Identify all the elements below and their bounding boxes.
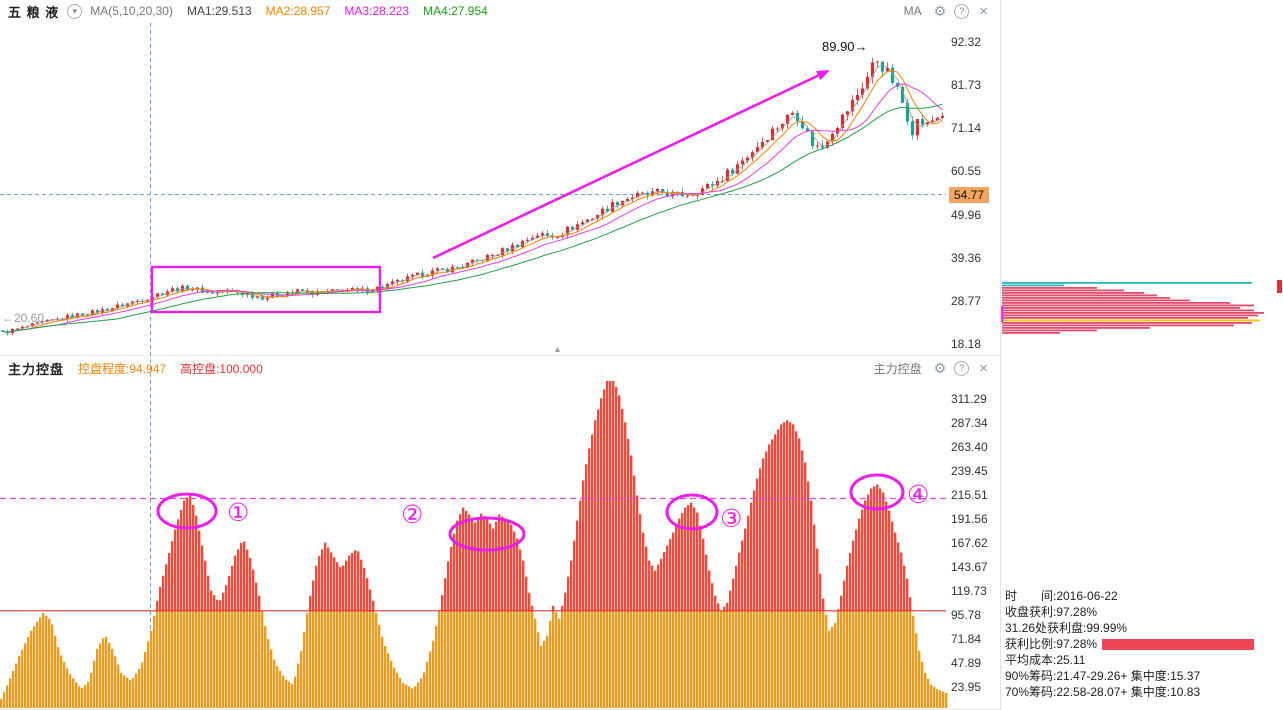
indicator-header: 主力控盘 控盘程度:94.947 高控盘:100.000 主力控盘 ⚙ ? × xyxy=(0,357,1000,379)
circle-number-label: ② xyxy=(401,501,423,529)
indicator-axis-tick: 95.78 xyxy=(951,608,982,622)
indicator-axis-tick: 263.40 xyxy=(951,440,988,454)
indicator-axis-tick: 167.62 xyxy=(951,536,988,550)
help-icon[interactable]: ? xyxy=(954,360,970,376)
peak-price-label: 89.90→ xyxy=(822,39,868,54)
indicator-axis-tick: 311.29 xyxy=(951,392,987,406)
settings-gear-icon[interactable]: ⚙ xyxy=(933,3,947,19)
ma4-value: MA4:27.954 xyxy=(423,4,488,18)
panel-separator xyxy=(0,355,1000,356)
price-axis-tick: 18.18 xyxy=(951,337,982,351)
indicator-lines xyxy=(0,497,946,612)
settings-gear-icon[interactable]: ⚙ xyxy=(933,360,947,376)
stock-name[interactable]: 五 粮 液 xyxy=(8,4,60,20)
price-axis-tick: 81.73 xyxy=(951,78,982,93)
indicator-axis-tick: 191.56 xyxy=(951,512,988,526)
indicator-axis-tick: 23.95 xyxy=(951,680,982,694)
price-axis-tick: 49.96 xyxy=(951,207,982,222)
candlesticks xyxy=(0,57,945,336)
chip-info-avg-cost: 平均成本:25.11 xyxy=(1005,653,1086,667)
indicator-axis-tick: 215.51 xyxy=(951,488,988,502)
panel-divider-handle[interactable]: ▲ xyxy=(553,344,562,354)
chart-area: ① ② ③ ④ 89.90→ ←20.60 五 粮 液 ▾ MA(5,10,20,30) … xyxy=(0,0,1000,710)
price-axis-tick: 28.77 xyxy=(951,293,982,308)
chip-bars xyxy=(1002,282,1264,334)
price-axis-tick: 92.32 xyxy=(951,35,982,49)
circle-number-label: ① xyxy=(227,499,249,527)
chip-info-price-profit: 31.26处获利盘:99.99% xyxy=(1005,621,1128,635)
column-separator xyxy=(1000,0,1001,710)
indicator-axis-tick: 47.89 xyxy=(951,656,982,670)
chip-info-time: 时 间:2016-06-22 xyxy=(1005,589,1118,603)
price-axis-tick: 60.55 xyxy=(951,164,982,179)
low-price-label: ←20.60 xyxy=(2,311,44,325)
profit-ratio-bar xyxy=(1102,638,1255,650)
control-indicator-area xyxy=(0,381,948,708)
indicator-axis-tick: 119.73 xyxy=(951,584,987,598)
indicator-name-label[interactable]: MA xyxy=(903,4,922,18)
close-icon[interactable]: × xyxy=(979,359,988,377)
indicator-name-label[interactable]: 主力控盘 xyxy=(873,361,922,376)
price-chart-header: 五 粮 液 ▾ MA(5,10,20,30) MA1:29.513 MA2:28… xyxy=(0,0,1000,22)
chip-info-panel: 时 间:2016-06-22 收盘获利:97.28% 31.26处获利盘:99.… xyxy=(1005,588,1281,700)
chip-info-close-profit: 收盘获利:97.28% xyxy=(1005,605,1098,619)
ma3-value: MA3:28.223 xyxy=(344,4,410,18)
chip-info-90pct: 90%筹码:21.47-29.26+ 集中度:15.37 xyxy=(1005,669,1201,683)
help-icon[interactable]: ? xyxy=(954,3,970,19)
symbol-dropdown-icon[interactable]: ▾ xyxy=(67,3,83,19)
control-degree-value: 控盘程度:94.947 xyxy=(78,361,167,376)
circle-number-label: ④ xyxy=(907,481,929,509)
ma2-value: MA2:28.957 xyxy=(265,4,331,18)
high-control-value: 高控盘:100.000 xyxy=(180,361,263,376)
chip-info-70pct: 70%筹码:22.58-28.07+ 集中度:10.83 xyxy=(1005,685,1201,699)
crosshair[interactable] xyxy=(0,23,946,709)
chip-info-profit-ratio: 获利比例:97.28% xyxy=(1005,636,1281,652)
avg-cost-axis-tick xyxy=(1001,306,1004,322)
chip-distribution-chart[interactable] xyxy=(1001,0,1283,710)
indicator-axis-tick: 143.67 xyxy=(951,560,988,574)
indicator-axis-tick: 239.45 xyxy=(951,464,988,478)
indicator-axis-tick: 287.34 xyxy=(951,416,988,430)
ma-lines xyxy=(2,64,943,333)
current-price-marker xyxy=(1277,280,1282,293)
crosshair-price-label: 54.77 xyxy=(949,186,990,203)
annotations: ① ② ③ ④ 89.90→ ←20.60 xyxy=(2,39,929,552)
ma-settings-label[interactable]: MA(5,10,20,30) xyxy=(90,4,173,18)
circle-number-label: ③ xyxy=(720,505,742,533)
price-axis-tick: 71.14 xyxy=(951,121,982,136)
indicator-axis-tick: 71.84 xyxy=(951,632,982,646)
chip-distribution-panel: 时 间:2016-06-22 收盘获利:97.28% 31.26处获利盘:99.… xyxy=(1001,0,1283,710)
price-axis-tick: 39.36 xyxy=(951,250,982,265)
ma1-value: MA1:29.513 xyxy=(186,4,252,18)
price-and-indicator-chart[interactable]: ① ② ③ ④ 89.90→ ←20.60 xyxy=(0,0,1000,710)
indicator-title[interactable]: 主力控盘 xyxy=(8,361,65,377)
close-icon[interactable]: × xyxy=(979,2,988,20)
profit-ratio-text: 获利比例:97.28% xyxy=(1005,637,1098,651)
